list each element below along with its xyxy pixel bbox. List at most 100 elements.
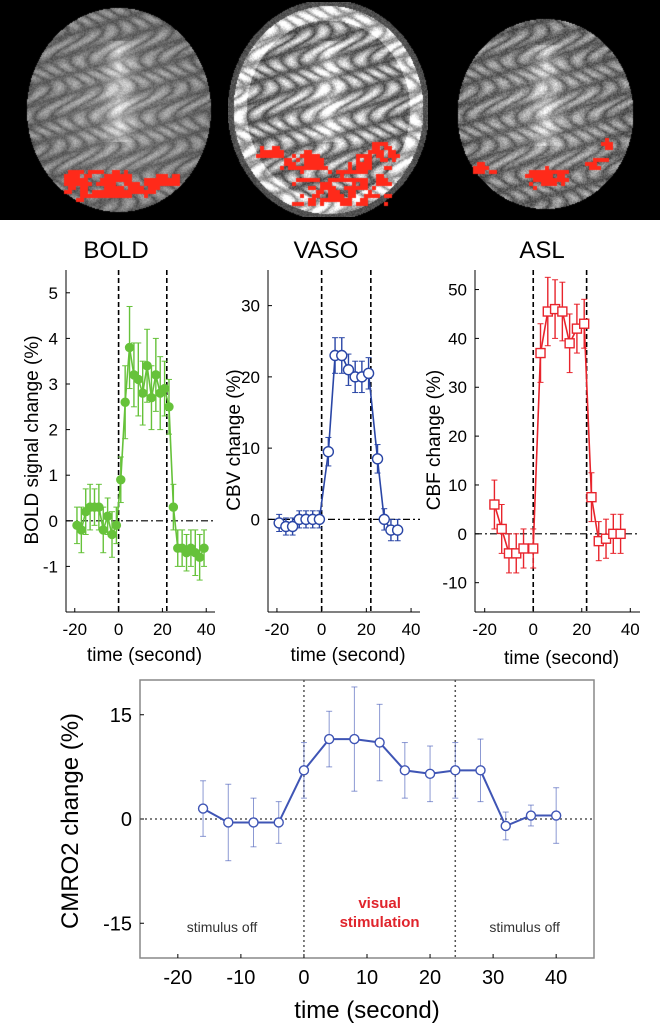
chart-0: BOLD -1 0 1 2 3 4 5 -20 0 20 40 time (second) BOLD si… [22, 237, 216, 666]
x-tick-label: 0 [317, 620, 326, 639]
data-point [194, 552, 205, 562]
data-point [94, 502, 104, 512]
y-tick-label: 30 [448, 378, 467, 397]
data-point [298, 765, 310, 776]
y-tick-label: 0 [49, 512, 58, 531]
x-tick-label: 40 [621, 620, 640, 639]
y-tick-label: -10 [442, 574, 467, 593]
y-axis-label: BOLD signal change (%) [22, 335, 43, 544]
data-point [550, 810, 562, 821]
chart-1: VASO 0 10 20 30 -20 0 20 40 time (second) CBV chan… [224, 237, 421, 666]
x-tick-label: -10 [226, 967, 255, 989]
y-tick-label: 40 [448, 329, 467, 348]
data-point [475, 765, 486, 776]
x-tick-label: 40 [545, 967, 567, 989]
data-point [362, 367, 375, 380]
data-point [313, 513, 326, 526]
y-tick-label: 0 [458, 525, 467, 544]
data-point [535, 347, 546, 359]
data-point [286, 520, 299, 533]
annotation-visual-stimulation: visual stimulation [340, 895, 420, 931]
data-point [223, 817, 234, 828]
x-tick-label: -20 [472, 620, 497, 639]
data-point [142, 361, 152, 371]
data-point [124, 342, 135, 353]
y-tick-label: 20 [448, 427, 467, 446]
annotation-line: stimulation [340, 914, 420, 931]
brain-image-panel [0, 0, 660, 220]
data-point [199, 543, 209, 553]
data-point [578, 318, 590, 329]
data-point [133, 374, 144, 385]
x-tick-label: 20 [419, 967, 441, 989]
x-axis-label: time (second) [504, 648, 619, 669]
data-point [496, 523, 507, 535]
data-point [564, 338, 575, 349]
x-tick-label: 0 [529, 620, 538, 639]
data-point [197, 803, 209, 814]
y-tick-label: 10 [448, 476, 467, 495]
y-tick-label: 5 [49, 284, 58, 303]
y-tick-label: 15 [110, 705, 132, 727]
y-axis-label: CBF change (%) [424, 370, 445, 510]
y-tick-label: 0 [251, 510, 260, 529]
series-line [493, 308, 621, 555]
data-point [336, 349, 348, 362]
y-axis-label: CMRO2 change (%) [57, 713, 84, 929]
y-tick-label: 10 [241, 439, 260, 458]
data-point [489, 499, 500, 510]
data-point [371, 453, 384, 465]
annotation-stimulus-off: stimulus off [187, 919, 258, 935]
data-point [500, 820, 511, 832]
annotation-stimulus-off: stimulus off [489, 919, 560, 935]
y-tick-label: 4 [49, 329, 58, 348]
data-point [378, 513, 390, 526]
data-point [349, 733, 360, 745]
data-point [151, 370, 161, 380]
data-point [322, 445, 335, 458]
data-point [525, 810, 537, 821]
y-tick-label: 20 [241, 368, 260, 387]
data-point [342, 364, 355, 376]
data-point [323, 733, 335, 745]
x-tick-label: -20 [265, 620, 290, 639]
x-tick-label: 0 [298, 967, 309, 989]
y-tick-label: 1 [49, 466, 58, 485]
data-point [164, 402, 174, 412]
data-point [586, 491, 597, 503]
series-line [278, 354, 398, 531]
vaso-brain-slice-image [228, 2, 428, 217]
data-point [450, 765, 461, 776]
x-tick-label: 40 [197, 620, 216, 639]
x-tick-label: 30 [482, 967, 504, 989]
chart-3: -15 0 15 -20 -10 0 10 20 30 40 time (second) CMRO2 … [57, 679, 595, 1024]
bold-brain-slice-image [16, 2, 221, 217]
asl-brain-slice-image [445, 2, 645, 217]
x-axis-label: time (second) [87, 645, 202, 666]
chart-title: VASO [294, 237, 359, 264]
chart-title: ASL [519, 237, 564, 264]
data-point [528, 543, 539, 554]
y-axis-label: CBV change (%) [224, 369, 245, 511]
x-tick-label: -20 [163, 967, 192, 989]
chart-title: BOLD [83, 237, 148, 264]
y-tick-label: 50 [448, 280, 467, 299]
x-tick-label: 20 [153, 620, 172, 639]
y-tick-label: -1 [43, 557, 58, 576]
data-point [374, 737, 385, 748]
data-point [98, 525, 108, 535]
data-point [159, 383, 170, 394]
x-tick-label: 0 [114, 620, 123, 639]
annotation-line: visual [358, 895, 401, 912]
data-point [168, 502, 179, 512]
data-point [273, 817, 284, 828]
x-tick-label: 10 [356, 967, 378, 989]
data-point [137, 388, 148, 398]
data-point [399, 765, 411, 776]
data-point [615, 528, 626, 540]
data-point [518, 543, 529, 554]
x-axis-label: time (second) [290, 645, 405, 666]
data-point [557, 306, 568, 317]
